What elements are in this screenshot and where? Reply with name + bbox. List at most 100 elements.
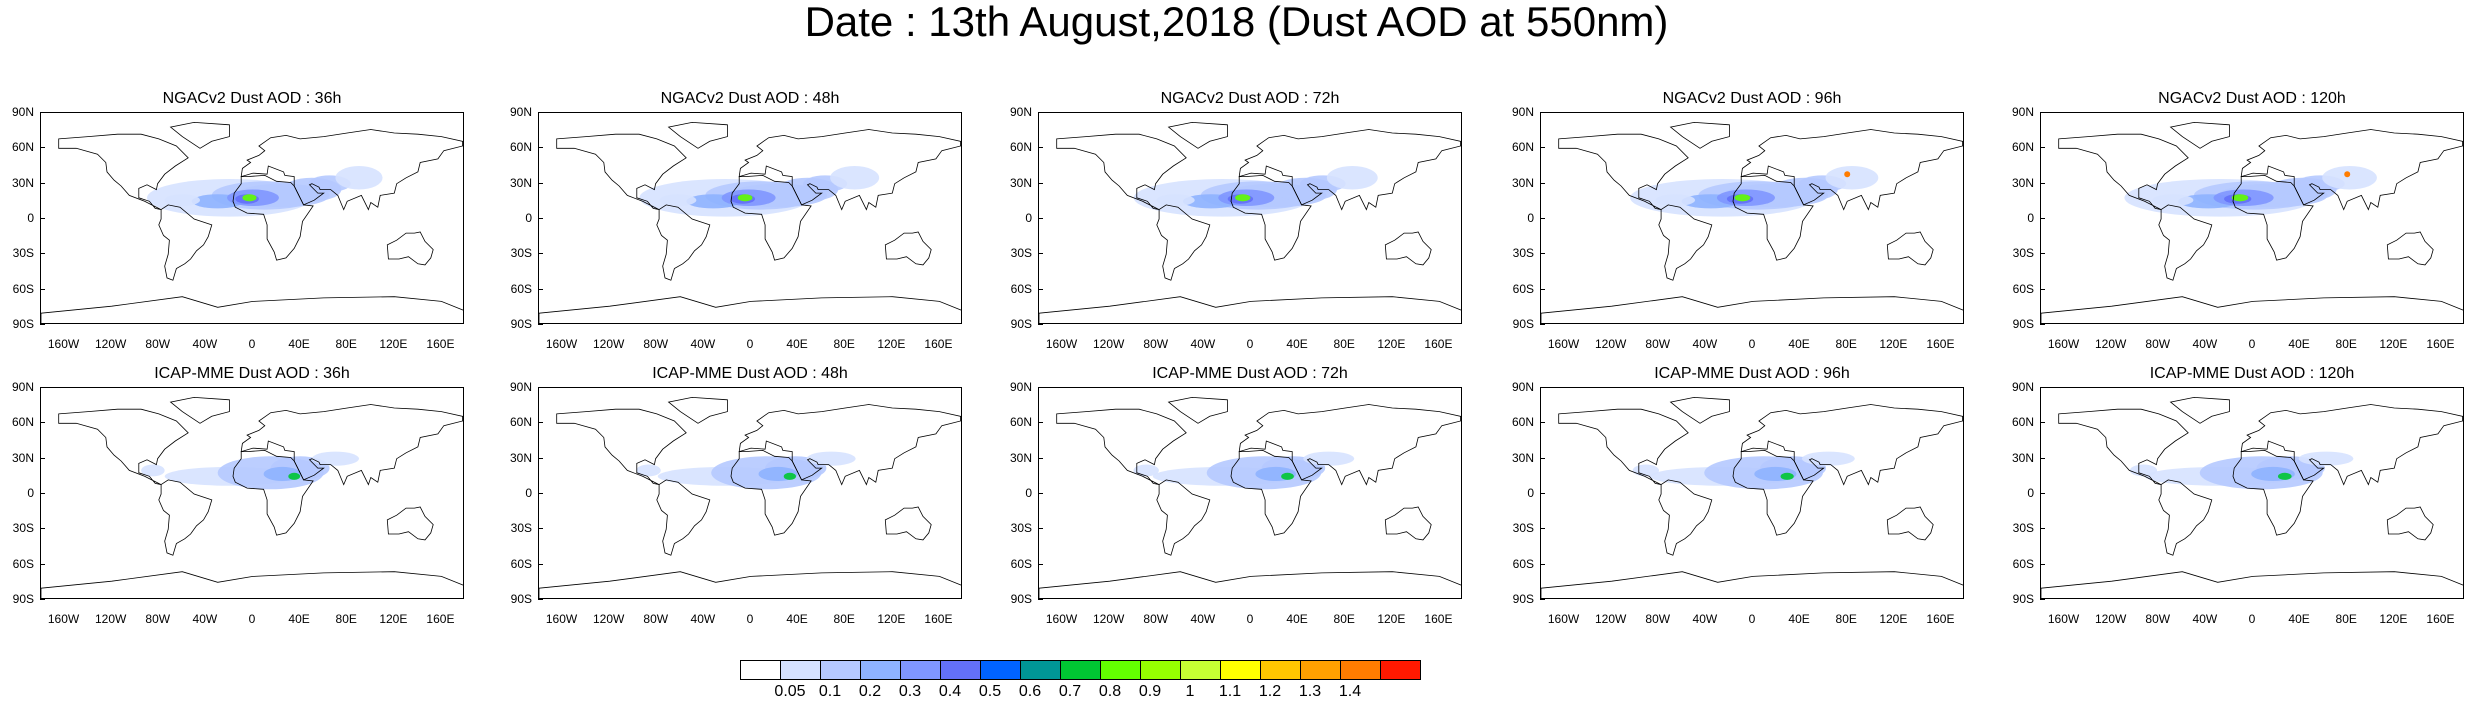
lat-tick-label: 30S <box>510 521 532 536</box>
lat-tick <box>538 182 543 184</box>
lat-tick-label: 60N <box>11 140 34 155</box>
dust-aod-patch <box>737 194 753 202</box>
lat-tick-label: 90S <box>1512 317 1534 331</box>
lon-tick-label: 80W <box>2145 337 2171 351</box>
lat-tick <box>538 324 543 325</box>
dust-aod-patch <box>164 194 200 207</box>
coastline <box>2041 571 2463 598</box>
lat-tick <box>40 422 45 424</box>
dust-aod-patch <box>1235 194 1251 202</box>
map-panel: ICAP-MME Dust AOD : 72h 90N 60N 30N 0 30S 60S 9… <box>998 365 1498 655</box>
colorbar-swatch <box>940 660 981 680</box>
coastline <box>2058 408 2189 485</box>
coastline <box>386 231 434 266</box>
lat-tick <box>40 112 45 113</box>
map-panel: NGACv2 Dust AOD : 36h 90N 60N 30N 0 30S 60S 90S… <box>0 90 500 380</box>
panel-title: NGACv2 Dust AOD : 72h <box>1160 90 1340 107</box>
lon-tick-label: 120E <box>2379 612 2408 626</box>
lat-tick-label: 90S <box>2012 317 2034 331</box>
lat-tick <box>2040 324 2045 325</box>
coastline <box>1732 449 1814 536</box>
lon-tick-label: 80W <box>643 337 669 351</box>
panel-title: ICAP-MME Dust AOD : 72h <box>1152 365 1348 382</box>
lat-tick <box>1540 493 1545 494</box>
lat-tick <box>40 387 45 388</box>
lon-tick-label: 160E <box>426 337 455 351</box>
coastline <box>2058 133 2189 210</box>
lon-tick-label: 120E <box>379 612 408 626</box>
lon-tick-label: 40W <box>192 337 218 351</box>
colorbar-swatch <box>780 660 821 680</box>
dust-aod-patch <box>1632 464 1660 477</box>
coastline <box>1056 133 1187 210</box>
lon-tick-label: 0 <box>1748 612 1756 626</box>
map-plot <box>1038 387 1462 599</box>
lon-tick-label: 160W <box>47 337 80 351</box>
coastline <box>1658 479 1713 556</box>
lon-tick-label: 160E <box>1424 612 1453 626</box>
lat-tick <box>538 112 543 113</box>
lat-tick-label: 0 <box>27 486 34 500</box>
world-map <box>1541 121 1963 323</box>
lat-tick <box>1540 112 1545 113</box>
map-panel: NGACv2 Dust AOD : 72h 90N 60N 30N 0 30S 60S 90S… <box>998 90 1498 380</box>
world-map <box>41 396 463 598</box>
lat-tick <box>538 563 543 565</box>
dust-aod-patch <box>830 166 880 190</box>
colorbar-swatch <box>1220 660 1261 680</box>
lat-tick-label: 90S <box>1512 592 1534 606</box>
lat-tick-label: 0 <box>1025 486 1032 500</box>
lat-tick <box>1540 599 1545 600</box>
panel-title: ICAP-MME Dust AOD : 36h <box>154 365 350 382</box>
lat-tick-label: 60S <box>510 556 532 571</box>
lat-tick-label: 90S <box>1010 317 1032 331</box>
dust-aod-patch <box>1655 194 1696 207</box>
coastline <box>58 408 189 485</box>
lat-tick-label: 30N <box>509 450 532 465</box>
lat-tick-label: 30N <box>1009 175 1032 190</box>
map-panel: ICAP-MME Dust AOD : 96h 90N 60N 30N 0 30S 60S 9… <box>1500 365 2000 655</box>
world-map <box>41 121 463 323</box>
colorbar-swatch <box>980 660 1021 680</box>
figure-title: Date : 13th August,2018 (Dust AOD at 550… <box>804 0 1669 45</box>
dust-aod-patch <box>806 451 856 466</box>
colorbar-label: 0.3 <box>898 683 922 700</box>
coastline <box>656 204 711 281</box>
lat-tick-label: 30N <box>509 175 532 190</box>
dust-aod-patch <box>1281 472 1294 480</box>
panel-title: NGACv2 Dust AOD : 48h <box>660 90 840 107</box>
lat-tick-label: 90N <box>1511 380 1534 394</box>
lat-tick-label: 60N <box>509 140 532 155</box>
panel-title: NGACv2 Dust AOD : 36h <box>162 90 342 107</box>
lat-tick-label: 0 <box>2027 486 2034 500</box>
lat-tick-label: 90S <box>510 592 532 606</box>
lat-tick <box>40 493 45 494</box>
lat-tick <box>40 253 45 255</box>
lat-tick <box>40 324 45 325</box>
lat-tick-label: 30S <box>1512 521 1534 536</box>
lon-tick-label: 40W <box>1190 337 1216 351</box>
lat-tick-label: 90N <box>11 380 34 394</box>
lat-tick-label: 0 <box>1527 211 1534 225</box>
coastline <box>1039 296 1461 323</box>
coastline <box>556 408 687 485</box>
lat-tick <box>538 457 543 459</box>
lat-tick <box>1540 387 1545 388</box>
lat-tick <box>1540 182 1545 184</box>
lon-tick-label: 160W <box>545 612 578 626</box>
coastline <box>2240 129 2463 211</box>
lat-tick-label: 90S <box>510 317 532 331</box>
dust-aod-patch <box>783 472 796 480</box>
dust-aod-hotspot <box>2344 171 2351 178</box>
lon-tick-label: 80W <box>1645 612 1671 626</box>
dust-aod-patch <box>1156 194 1195 207</box>
map-plot <box>538 112 962 324</box>
lon-tick-label: 160E <box>426 612 455 626</box>
lon-tick-label: 40E <box>1788 337 1810 351</box>
lon-tick-label: 80W <box>2145 612 2171 626</box>
coastline <box>1167 396 1228 424</box>
lat-tick-label: 60S <box>2012 556 2034 571</box>
lat-tick <box>1540 218 1545 219</box>
lat-tick-label: 30N <box>2011 450 2034 465</box>
coastline <box>2386 506 2434 541</box>
